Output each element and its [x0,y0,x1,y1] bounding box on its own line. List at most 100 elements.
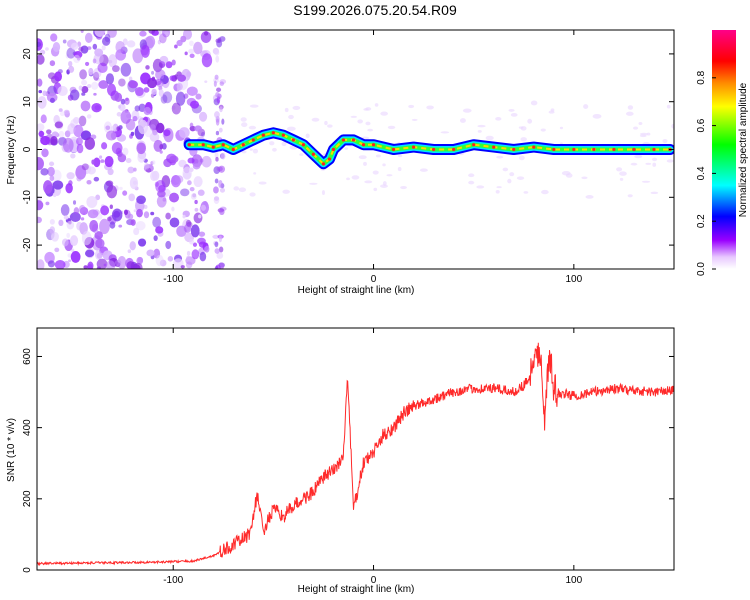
noise-blob [627,194,633,198]
noise-blob [200,31,212,43]
noise-blob [118,224,123,228]
noise-blob [101,45,106,51]
noise-blob [40,168,49,176]
noise-blob [133,167,137,172]
noise-blob [585,195,594,199]
noise-blob [105,130,117,141]
noise-blob [258,181,267,185]
noise-blob [671,123,674,129]
ridge-point [251,138,255,142]
noise-blob [84,32,93,44]
ridge-point [411,145,416,149]
noise-blob [633,126,639,130]
noise-blob [49,161,55,167]
noise-blob [61,238,69,247]
noise-blob [62,39,67,44]
noise-blob [52,192,57,198]
noise-blob [76,55,81,61]
noise-blob [182,166,192,180]
noise-blob [186,86,198,96]
noise-blob [213,186,219,194]
noise-blob [203,31,209,36]
noise-blob [57,85,68,97]
noise-blob [189,186,195,192]
noise-blob [130,219,136,226]
noise-blob [186,250,191,256]
noise-blob [282,189,290,194]
noise-blob [241,122,248,128]
noise-blob [143,87,150,93]
noise-blob [152,216,162,228]
noise-blob [130,131,135,136]
noise-blob [145,65,150,70]
noise-blob [198,214,202,219]
noise-blob [120,98,126,105]
noise-blob [186,255,191,261]
noise-blob [346,177,350,181]
noise-blob [516,176,525,180]
noise-blob [634,154,643,159]
noise-blob [592,113,602,119]
noise-blob [155,226,164,234]
noise-blob [269,141,275,146]
noise-blob [49,219,55,225]
spectrogram-x-tick-label: 100 [565,274,582,285]
spectrogram-x-label: Height of straight line (km) [298,285,415,296]
noise-blob [132,48,144,64]
noise-blob [641,180,651,183]
snr-y-tick-label: 0 [22,567,33,573]
ridge-point [241,143,245,147]
noise-blob [78,204,86,214]
noise-blob [165,212,171,220]
noise-blob [305,133,310,139]
noise-blob [199,251,207,262]
ridge-point [432,147,436,152]
noise-blob [249,148,253,151]
noise-blob [42,90,47,97]
noise-blob [190,193,197,200]
noise-blob [527,118,533,124]
noise-blob [380,111,388,116]
noise-blob [220,152,226,160]
noise-blob [129,241,136,251]
noise-blob [60,204,70,216]
noise-blobs [37,30,674,269]
noise-blob [397,154,403,158]
noise-blob [358,155,367,160]
noise-blob [167,256,174,262]
noise-blob [58,108,63,112]
noise-blob [375,154,381,158]
noise-blob [540,128,546,132]
snr-panel: -100 0 100 0 200 400 600 Height of straight li… [6,327,675,595]
noise-blob [200,131,205,137]
colorbar-gradient [712,30,736,269]
ridge-point [592,147,596,152]
noise-blob [440,131,450,134]
noise-blob [127,166,135,174]
noise-blob [193,176,203,188]
noise-blob [327,124,333,128]
noise-blob [91,81,99,90]
noise-blob [311,117,320,122]
noise-blob [122,147,129,156]
noise-blob [215,156,219,162]
noise-blob [37,41,42,47]
noise-blob [37,157,44,171]
colorbar-label: Normalized spectral amplitude [738,82,749,217]
noise-blob [129,176,139,190]
ridge-point [472,143,476,147]
noise-blob [109,221,116,229]
noise-blob [169,75,176,81]
noise-blob [72,200,77,205]
snr-background [37,328,674,570]
noise-blob [419,168,428,172]
noise-blob [169,217,180,228]
noise-blob [548,110,555,114]
spectrogram-y-tick-label: -10 [22,190,33,205]
noise-blob [50,33,58,42]
noise-blob [159,259,167,267]
ridge-point [187,143,191,147]
noise-blob [426,105,434,110]
noise-blob [411,118,418,121]
noise-blob [152,170,160,181]
